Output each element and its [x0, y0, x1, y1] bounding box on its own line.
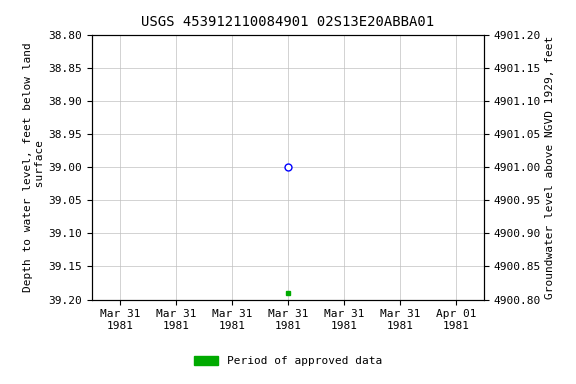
Y-axis label: Groundwater level above NGVD 1929, feet: Groundwater level above NGVD 1929, feet: [545, 35, 555, 299]
Y-axis label: Depth to water level, feet below land
 surface: Depth to water level, feet below land su…: [23, 42, 44, 292]
Legend: Period of approved data: Period of approved data: [190, 352, 386, 371]
Title: USGS 453912110084901 02S13E20ABBA01: USGS 453912110084901 02S13E20ABBA01: [142, 15, 434, 29]
